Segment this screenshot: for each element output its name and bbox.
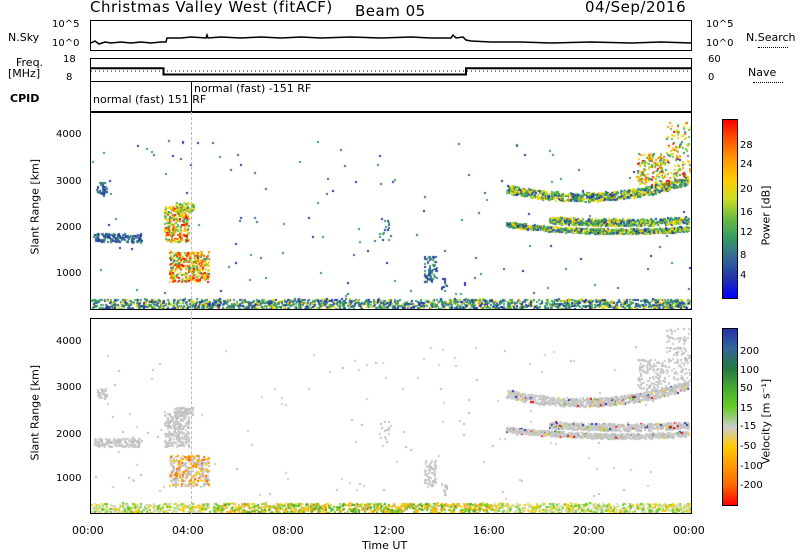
power-colorbar — [722, 119, 738, 299]
freq-trace — [91, 67, 691, 76]
vel-ytick-1000: 1000 — [56, 473, 82, 484]
cpid-mode-1: normal (fast) 151 RF — [93, 93, 207, 106]
time-marker-line — [191, 112, 192, 514]
power-cbar-tick-12: 12 — [740, 227, 753, 238]
xtick-5: 20:00 — [573, 524, 605, 537]
vel-ytick-4000: 4000 — [56, 336, 82, 347]
xtick-2: 08:00 — [272, 524, 304, 537]
noise-right-tick-high: 10^5 — [706, 19, 734, 30]
freq-label-line1: Freq. — [16, 56, 44, 69]
power-cbar-tick-24: 24 — [740, 159, 753, 170]
nave-right-tick-low: 0 — [708, 72, 715, 83]
power-ytick-4000: 4000 — [56, 129, 82, 140]
beam-label: Beam 05 — [355, 2, 426, 20]
velocity-ylabel: Slant Range [km] — [28, 364, 42, 461]
vel-ytick-2000: 2000 — [56, 429, 82, 440]
noise-search-legend-line — [758, 47, 788, 48]
vel-cbar-tick-neg15: -15 — [740, 421, 757, 432]
vel-cbar-tick-neg50: -50 — [740, 441, 757, 452]
vel-cbar-tick-50: 50 — [740, 383, 753, 394]
noise-sky-label: N.Sky — [8, 31, 40, 44]
noise-left-tick-low: 10^0 — [52, 38, 80, 49]
power-cbar-tick-16: 16 — [740, 207, 753, 218]
xtick-6: 00:00 — [673, 524, 705, 537]
power-cbar-tick-4: 4 — [740, 270, 747, 281]
noise-panel — [90, 20, 692, 51]
velocity-cbar-label: Velocity [m s⁻¹] — [759, 378, 773, 465]
power-ylabel: Slant Range [km] — [28, 158, 42, 255]
velocity-panel — [90, 318, 692, 514]
nave-label: Nave — [748, 66, 777, 79]
vel-cbar-tick-15: 15 — [740, 403, 753, 414]
freq-left-tick-high: 18 — [63, 54, 76, 65]
nave-legend-line — [753, 82, 783, 83]
xtick-4: 16:00 — [473, 524, 505, 537]
power-heatmap — [91, 113, 691, 309]
velocity-colorbar — [722, 328, 738, 506]
noise-trace — [91, 32, 691, 45]
xtick-0: 00:00 — [72, 524, 104, 537]
noise-right-tick-low: 10^0 — [706, 38, 734, 49]
cpid-divider-mode2 — [191, 82, 192, 112]
freq-label-line2: [MHz] — [8, 67, 41, 80]
cpid-label: CPID — [10, 92, 40, 105]
vel-cbar-tick-100: 100 — [740, 365, 760, 376]
power-ytick-1000: 1000 — [56, 268, 82, 279]
power-ytick-3000: 3000 — [56, 176, 82, 187]
date-label: 04/Sep/2016 — [585, 0, 687, 16]
vel-ytick-3000: 3000 — [56, 382, 82, 393]
vel-cbar-tick-200: 200 — [740, 346, 760, 357]
xaxis-label: Time UT — [362, 539, 408, 552]
noise-left-tick-high: 10^5 — [52, 19, 80, 30]
power-cbar-label: Power [dB] — [759, 185, 773, 246]
station-title: Christmas Valley West (fitACF) — [90, 0, 333, 16]
power-cbar-tick-20: 20 — [740, 184, 753, 195]
cpid-divider-start — [90, 82, 91, 112]
vel-cbar-tick-neg100: -100 — [740, 461, 763, 472]
xtick-1: 04:00 — [172, 524, 204, 537]
power-cbar-tick-8: 8 — [740, 250, 747, 261]
cpid-mode-2: normal (fast) -151 RF — [194, 82, 312, 95]
power-panel — [90, 112, 692, 310]
freq-left-tick-low: 8 — [66, 72, 73, 83]
power-ytick-2000: 2000 — [56, 222, 82, 233]
power-cbar-tick-28: 28 — [740, 140, 753, 151]
vel-cbar-tick-neg200: -200 — [740, 480, 763, 491]
xtick-3: 12:00 — [373, 524, 405, 537]
velocity-heatmap — [91, 319, 691, 513]
freq-panel — [90, 58, 692, 82]
nave-right-tick-high: 60 — [708, 54, 721, 65]
noise-search-label: N.Search — [746, 31, 796, 44]
